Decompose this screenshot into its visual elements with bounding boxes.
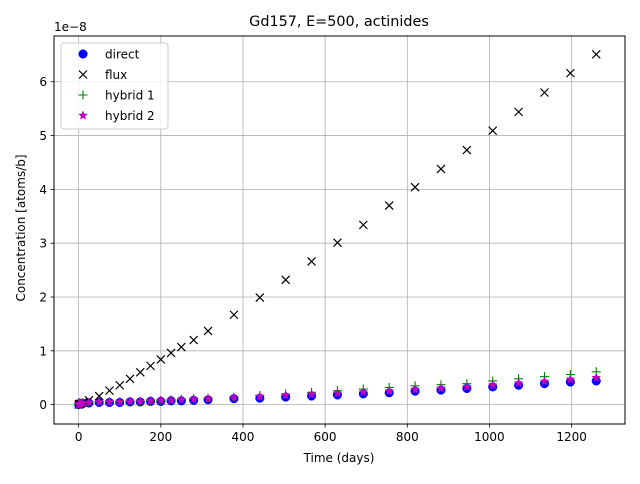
legend-label: hybrid 1 — [105, 89, 155, 103]
data-point — [565, 68, 575, 78]
legend-marker — [78, 70, 88, 79]
data-point — [114, 396, 125, 407]
legend: direct flux hybrid 1 hybrid 2 — [60, 42, 169, 130]
data-point — [436, 383, 446, 393]
y-tick-label: 5 — [39, 129, 47, 143]
data-point — [436, 164, 446, 174]
y-tick-label: 3 — [39, 237, 47, 251]
x-tick-label: 200 — [149, 430, 172, 444]
data-point — [591, 49, 601, 59]
data-point — [166, 395, 177, 405]
data-point — [94, 396, 105, 407]
x-tick-label: 1000 — [474, 430, 505, 444]
data-point — [125, 396, 135, 406]
data-point — [146, 361, 155, 371]
data-point — [156, 354, 166, 364]
data-point — [125, 374, 135, 384]
data-point — [145, 395, 156, 406]
data-point — [115, 380, 125, 390]
data-point — [462, 145, 472, 155]
data-point — [306, 389, 317, 399]
data-point — [176, 394, 187, 404]
y-tick-label: 1 — [39, 344, 47, 358]
ticks: 0 200 400 600 800 1000 1200 0 1 2 3 4 5 6 — [39, 75, 587, 444]
data-point — [105, 386, 114, 396]
data-point — [384, 385, 395, 396]
data-point — [513, 377, 524, 388]
data-point — [358, 387, 369, 397]
data-point — [255, 293, 265, 302]
data-point — [83, 397, 94, 407]
y-offset-text: 1e−8 — [54, 20, 87, 34]
data-point — [487, 380, 498, 390]
data-point — [188, 394, 199, 404]
data-point — [254, 391, 265, 401]
legend-label: flux — [105, 68, 127, 82]
data-point — [176, 342, 186, 352]
y-tick-label: 6 — [39, 75, 47, 89]
y-tick-label: 0 — [39, 398, 47, 412]
data-point — [104, 396, 115, 407]
y-tick-label: 2 — [39, 290, 47, 304]
data-point — [384, 201, 394, 210]
data-point — [461, 381, 472, 392]
data-point — [514, 107, 524, 117]
x-tick-label: 800 — [396, 430, 419, 444]
data-point — [410, 182, 420, 192]
data-point — [189, 335, 199, 345]
data-point — [166, 348, 176, 358]
data-point — [410, 384, 421, 394]
data-point — [228, 392, 239, 402]
legend-label: direct — [105, 48, 140, 62]
x-tick-label: 0 — [75, 430, 83, 444]
y-tick-label: 4 — [39, 183, 47, 197]
data-point — [135, 367, 145, 377]
data-point — [333, 238, 342, 248]
series-4 — [73, 372, 602, 409]
legend-marker — [78, 49, 88, 59]
x-tick-label: 600 — [314, 430, 337, 444]
y-axis-label: Concentration [atoms/b] — [14, 154, 28, 301]
data-point — [203, 326, 213, 336]
data-point — [539, 376, 550, 386]
x-tick-label: 1200 — [556, 430, 587, 444]
data-point — [540, 88, 549, 97]
data-point — [565, 374, 576, 384]
data-layer — [73, 49, 602, 410]
data-point — [203, 393, 214, 403]
x-axis-label: Time (days) — [303, 451, 375, 465]
data-point — [281, 275, 291, 285]
legend-box — [60, 42, 169, 130]
data-point — [135, 396, 146, 406]
legend-label: hybrid 2 — [105, 109, 155, 123]
axes-frame — [53, 35, 626, 425]
chart-title: Gd157, E=500, actinides — [249, 14, 429, 30]
legend-marker — [78, 110, 88, 120]
data-point — [94, 391, 104, 401]
data-point — [488, 126, 498, 136]
legend-marker — [78, 90, 88, 100]
data-point — [307, 257, 316, 266]
x-tick-label: 400 — [232, 430, 255, 444]
data-point — [229, 310, 239, 320]
data-point — [155, 395, 166, 405]
data-point — [358, 220, 368, 230]
data-point — [591, 372, 602, 382]
data-point — [280, 390, 291, 400]
data-point — [332, 388, 343, 398]
